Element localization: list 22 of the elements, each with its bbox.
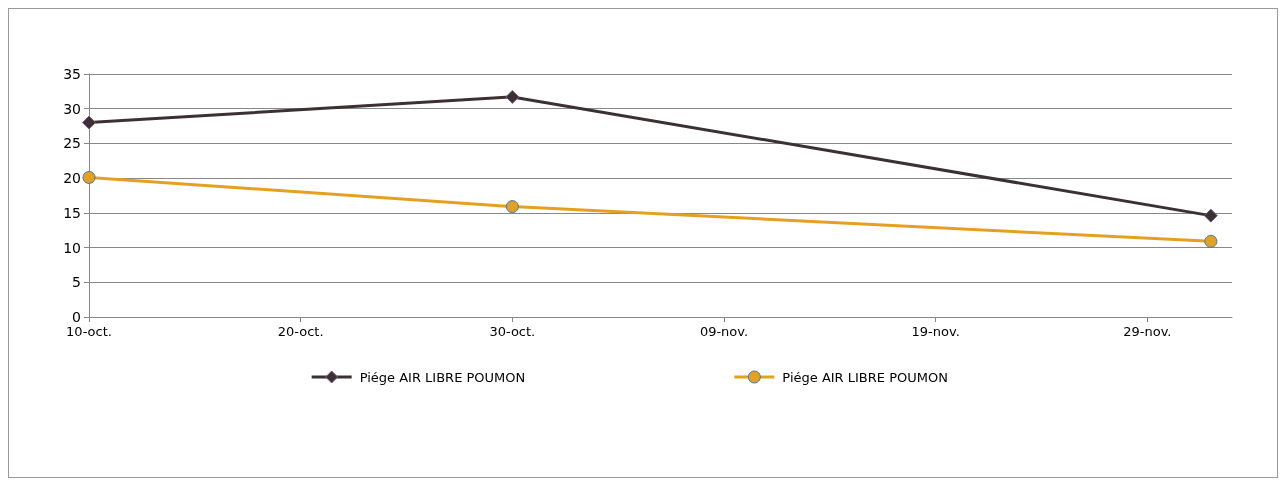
point [82, 115, 96, 130]
x-tick-label: 19-nov. [911, 324, 960, 339]
point [82, 170, 96, 184]
point [505, 89, 520, 104]
point [505, 200, 519, 214]
y-tick-label: 5 [72, 274, 81, 291]
y-tick-label: 15 [63, 204, 81, 221]
y-tick-label: 0 [72, 309, 81, 325]
y-tick-label: 10 [63, 239, 81, 256]
y-tick-label: 25 [63, 135, 81, 152]
legend-label: Piége AIR LIBRE POUMON [359, 369, 526, 385]
x-tick-label: 20-oct. [277, 324, 324, 339]
x-tick-label: 29-nov. [1123, 324, 1172, 339]
point [1203, 208, 1218, 223]
x-tick-label: 10-oct. [66, 324, 112, 339]
x-tick-label: 30-oct. [489, 324, 536, 339]
y-tick-label: 35 [63, 66, 81, 82]
y-tick-label: 30 [63, 100, 81, 117]
x-tick-label: 09-nov. [699, 324, 749, 339]
y-tick-label: 20 [63, 170, 81, 187]
point [1204, 234, 1218, 248]
legend-label: Piége AIR LIBRE POUMON [782, 369, 948, 385]
